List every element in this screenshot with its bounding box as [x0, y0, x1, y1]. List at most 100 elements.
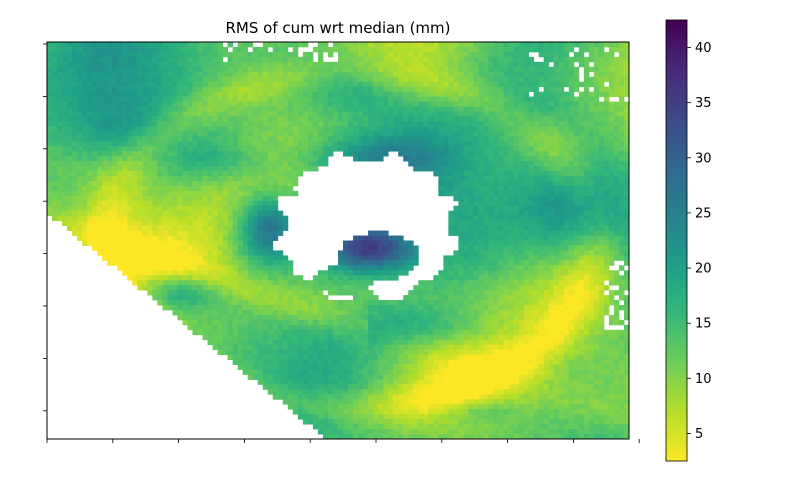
heatmap-cell [142, 195, 148, 202]
heatmap-cell [92, 225, 98, 231]
heatmap-cell [483, 76, 489, 83]
heatmap-cell [488, 210, 494, 217]
heatmap-cell [593, 86, 600, 93]
heatmap-cell [478, 285, 484, 291]
heatmap-cell [428, 56, 434, 63]
heatmap-cell [558, 121, 565, 127]
heatmap-cell [67, 101, 73, 107]
heatmap-cell [563, 156, 570, 162]
heatmap-cell [488, 131, 494, 137]
heatmap-cell [132, 136, 138, 142]
heatmap-cell [257, 46, 264, 53]
heatmap-cell [528, 116, 535, 122]
heatmap-cell [242, 81, 249, 88]
heatmap-cell [227, 215, 234, 222]
heatmap-cell [418, 156, 424, 162]
heatmap-cell [518, 270, 525, 276]
heatmap-cell [528, 285, 535, 291]
heatmap-cell [358, 151, 364, 157]
heatmap-cell [598, 46, 605, 53]
heatmap-cell [302, 42, 309, 48]
heatmap-cell [172, 156, 178, 162]
heatmap-cell [448, 225, 454, 231]
heatmap-cell [403, 111, 409, 117]
heatmap-cell [513, 56, 520, 63]
heatmap-cell [553, 260, 560, 266]
heatmap-cell [122, 56, 128, 63]
heatmap-cell [217, 250, 224, 256]
heatmap-cell [77, 91, 83, 97]
heatmap-cell [127, 185, 133, 192]
heatmap-cell [167, 220, 173, 227]
heatmap-cell [47, 106, 53, 112]
heatmap-cell [262, 200, 269, 207]
heatmap-cell [232, 91, 239, 97]
heatmap-cell [503, 280, 509, 286]
heatmap-cell [443, 280, 449, 286]
heatmap-cell [368, 71, 374, 78]
heatmap-cell [498, 185, 504, 192]
heatmap-cell [538, 180, 545, 187]
heatmap-cell [212, 101, 218, 107]
heatmap-cell [127, 126, 133, 132]
heatmap-cell [428, 121, 434, 127]
heatmap-cell [513, 96, 520, 102]
heatmap-cell [77, 220, 83, 227]
heatmap-cell [598, 200, 605, 207]
heatmap-cell [343, 116, 349, 122]
heatmap-cell [583, 76, 590, 83]
heatmap-cell [162, 195, 168, 202]
heatmap-cell [478, 200, 484, 207]
heatmap-cell [508, 215, 515, 222]
heatmap-cell [132, 195, 138, 202]
heatmap-cell [623, 245, 629, 251]
heatmap-cell [162, 46, 168, 53]
heatmap-cell [332, 116, 339, 122]
heatmap-cell [398, 121, 404, 127]
heatmap-cell [438, 46, 444, 53]
heatmap-cell [162, 76, 168, 83]
heatmap-cell [312, 106, 319, 112]
heatmap-cell [433, 61, 439, 68]
heatmap-cell [508, 126, 515, 132]
heatmap-cell [222, 126, 229, 132]
heatmap-cell [172, 161, 178, 167]
heatmap-cell [508, 111, 515, 117]
heatmap-cell [162, 42, 168, 48]
heatmap-cell [493, 42, 499, 48]
heatmap-cell [192, 141, 198, 147]
heatmap-cell [172, 171, 178, 177]
heatmap-cell [433, 280, 439, 286]
heatmap-cell [508, 121, 515, 127]
heatmap-cell [237, 86, 244, 93]
heatmap-cell [47, 131, 53, 137]
heatmap-cell [262, 131, 269, 137]
heatmap-cell [378, 260, 384, 266]
heatmap-cell [478, 205, 484, 212]
heatmap-cell [77, 215, 83, 222]
heatmap-cell [478, 86, 484, 93]
heatmap-cell [272, 76, 279, 83]
heatmap-cell [598, 275, 605, 281]
heatmap-cell [222, 245, 229, 251]
heatmap-cell [523, 190, 530, 197]
heatmap-cell [107, 185, 113, 192]
heatmap-cell [217, 245, 224, 251]
heatmap-cell [237, 161, 244, 167]
heatmap-cell [403, 101, 409, 107]
heatmap-cell [237, 280, 244, 286]
heatmap-cell [578, 111, 585, 117]
heatmap-cell [623, 230, 629, 236]
heatmap-cell [348, 51, 354, 58]
heatmap-cell [57, 101, 63, 107]
heatmap-cell [523, 220, 530, 227]
heatmap-cell [493, 280, 499, 286]
heatmap-cell [573, 265, 580, 271]
heatmap-cell [533, 146, 540, 152]
heatmap-cell [97, 220, 103, 227]
heatmap-cell [137, 96, 143, 102]
heatmap-cell [463, 260, 469, 266]
heatmap-cell [102, 86, 108, 93]
heatmap-cell [453, 42, 459, 48]
heatmap-cell [443, 96, 449, 102]
